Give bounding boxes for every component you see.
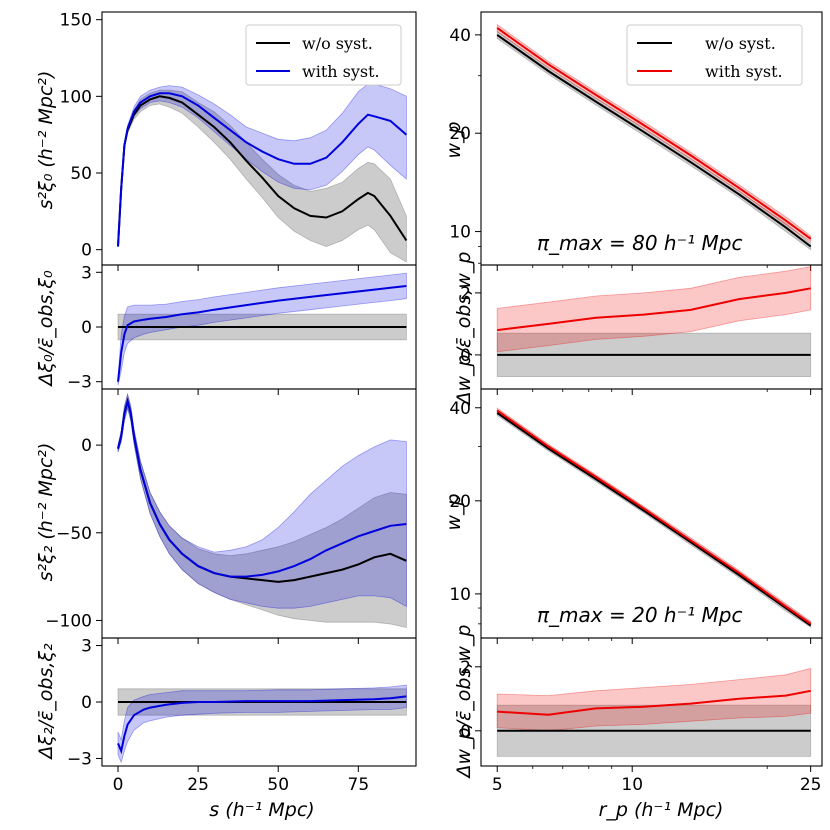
dwp80-line-1 (497, 287, 811, 332)
wp80-ytick-label: 20 (449, 124, 471, 144)
legend-right: w/o syst. with syst. (626, 24, 803, 86)
dxi0-band-1 (117, 272, 407, 386)
wp80-ytick-label: 10 (449, 223, 471, 243)
ylabel-dwp80: Δw_p/ε̄_obs,w_p (453, 252, 475, 407)
xi2-line-1 (117, 397, 407, 578)
dxi0-ytick-label: 0 (81, 318, 92, 338)
dxi2-ytick-label: 0 (81, 693, 92, 713)
dxi2-xtick-label: 75 (348, 775, 370, 795)
dxi2-ytick-label: 3 (81, 637, 92, 657)
wp20-line-0 (496, 412, 812, 627)
dwp20-band-1 (496, 667, 812, 732)
wp80-ytick-label: 40 (449, 26, 471, 46)
dxi2-line-1 (117, 695, 407, 755)
dxi0-ytick-label: 3 (81, 263, 92, 283)
xi0-line-1 (117, 92, 408, 247)
dwp20-line-1 (497, 689, 811, 716)
xi2-band-0 (117, 392, 407, 628)
panel-dxi2: −3 0 3 0 25 50 75 (67, 637, 417, 795)
left-x-axis-label: s (h⁻¹ Mpc) (209, 799, 314, 821)
dwp20-ytick-label: 2 (460, 658, 471, 678)
right-x-axis-label: r_p (h⁻¹ Mpc) (599, 799, 724, 821)
ylabel-xi2: s²ξ₂ (h⁻² Mpc²) (35, 443, 57, 582)
ylabel-dwp20: Δw_p/ε̄_obs,w_p (453, 625, 475, 780)
wp20-ytick-label: 10 (449, 585, 471, 605)
dwp20-frame (480, 637, 823, 767)
dwp20-xtick-label: 10 (621, 775, 643, 795)
xi0-ytick-label: 0 (81, 241, 92, 261)
wp80-line-1 (496, 27, 812, 240)
dwp80-ytick-label: 2 (460, 284, 471, 304)
wp20-ytick-label: 40 (449, 399, 471, 419)
xi2-ytick-label: −100 (45, 611, 92, 631)
xi0-band-1 (117, 83, 407, 247)
panel-dxi0: −3 0 3 (67, 263, 417, 395)
panel-dwp20: 025 10 25 (460, 637, 823, 795)
dwp80-ytick-label: 0 (460, 346, 471, 366)
wp80-band-1 (496, 23, 812, 243)
dwp80-band-1 (496, 266, 812, 353)
xi0-ytick-label: 50 (70, 164, 92, 184)
wp20-line-1 (496, 409, 812, 625)
legend-left-label-0: w/o syst. (302, 34, 373, 53)
dxi0-ytick-label: −3 (67, 373, 92, 393)
panel-dwp80: 02 (460, 264, 823, 395)
dxi0-line-1 (117, 285, 407, 382)
legend-left-label-1: with syst. (302, 62, 380, 81)
panel-wp20: 10 20 40 (449, 388, 823, 644)
panel-wp80: 10 20 40 (449, 11, 823, 271)
ylabel-xi0: s²ξ₀ (h⁻² Mpc²) (35, 71, 57, 210)
wp20-ytick-label: 20 (449, 492, 471, 512)
ylabel-dxi0: Δξ₀/ε̄_obs,ξ₀ (35, 270, 57, 388)
dwp20-xtick-label: 25 (800, 775, 822, 795)
panel-xi2: −100 −50 0 (45, 388, 417, 644)
ylabel-dxi2: Δξ₂/ε̄_obs,ξ₂ (35, 643, 57, 761)
legend-right-label-0: w/o syst. (705, 34, 776, 53)
ylabel-wp80: w_p (443, 121, 465, 158)
xi2-ytick-label: −50 (56, 524, 92, 544)
ylabel-wp20: w_p (443, 493, 465, 530)
xi0-line-0 (117, 95, 408, 247)
pi-max-20-annotation: π_max = 20 h⁻¹ Mpc (537, 603, 742, 627)
dxi2-xtick-label: 50 (267, 775, 289, 795)
xi0-ytick-label: 100 (60, 87, 92, 107)
dwp20-xtick-label: 5 (492, 775, 503, 795)
xi0-ytick-label: 150 (60, 11, 92, 31)
legend-left: w/o syst. with syst. (245, 24, 402, 86)
dwp20-ytick-label: 0 (460, 722, 471, 742)
dxi2-band-1 (117, 684, 407, 764)
panel-xi0: 0 50 100 150 (60, 11, 417, 271)
dxi2-xtick-label: 0 (113, 775, 124, 795)
pi-max-80-annotation: π_max = 80 h⁻¹ Mpc (537, 231, 742, 255)
legend-right-label-1: with syst. (705, 62, 783, 81)
xi2-band-1 (117, 392, 407, 609)
xi2-ytick-label: 0 (81, 436, 92, 456)
wp80-line-0 (496, 34, 812, 248)
wp80-band-0 (496, 30, 812, 251)
dxi2-xtick-label: 25 (187, 775, 209, 795)
dxi2-ytick-label: −3 (67, 749, 92, 769)
